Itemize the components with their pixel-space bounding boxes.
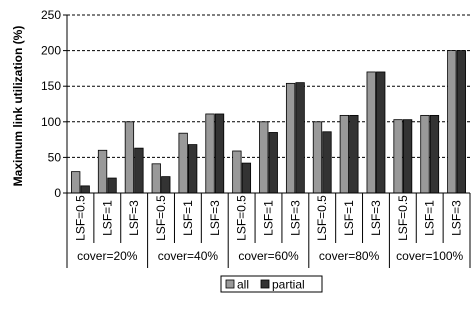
group-labels: cover=20% cover=40% cover=60% cover=80% cove…	[77, 249, 463, 263]
category-label: LSF=3	[127, 200, 141, 236]
bar-partial	[241, 162, 252, 194]
bar-partial	[429, 114, 440, 194]
y-tick-labels: 0 50 100 150 200 250	[41, 8, 67, 200]
bar-partial	[107, 177, 117, 194]
bar-partial	[456, 50, 466, 194]
axes	[66, 15, 471, 268]
category-label: LSF=0.5	[396, 195, 410, 241]
category-label: LSF=3	[288, 200, 302, 236]
category-labels: LSF=0.5 LSF=1 LSF=3 LSF=0.5 LSF=1 LSF=3 LSF=0.…	[73, 195, 463, 241]
y-tick-label: 150	[41, 79, 61, 93]
bar-all	[97, 149, 108, 194]
category-label: LSF=0.5	[154, 195, 168, 241]
bar-all	[232, 150, 242, 194]
bar-partial	[134, 147, 144, 194]
legend-swatch-partial	[260, 279, 270, 289]
y-tick-label: 50	[48, 150, 62, 164]
bar-all	[339, 114, 350, 194]
bars	[71, 50, 466, 194]
category-label: LSF=0.5	[235, 195, 249, 241]
bar-partial	[268, 132, 278, 194]
group-label: cover=60%	[238, 249, 299, 263]
y-tick-label: 0	[54, 186, 61, 200]
legend-box	[220, 275, 323, 293]
y-tick-label: 200	[41, 44, 61, 58]
bar-all	[420, 114, 430, 194]
category-label: LSF=0.5	[73, 195, 87, 241]
category-label: LSF=1	[423, 200, 437, 236]
gridlines	[67, 14, 470, 158]
bar-all	[205, 113, 215, 194]
bar-partial	[376, 71, 386, 194]
bar-partial	[349, 114, 359, 194]
bar-partial	[295, 82, 305, 194]
y-tick-label: 100	[41, 115, 61, 129]
bar-all	[285, 82, 296, 194]
legend-label-all: all	[237, 278, 249, 292]
bar-all	[366, 71, 376, 194]
category-label: LSF=1	[100, 200, 114, 236]
bar-all	[393, 119, 403, 194]
group-label: cover=20%	[77, 249, 138, 263]
bar-all	[124, 121, 135, 194]
legend-swatch-all	[225, 279, 235, 289]
bar-all	[259, 121, 269, 194]
bar-all	[447, 50, 457, 194]
category-label: LSF=0.5	[315, 195, 329, 241]
bar-partial	[402, 119, 413, 194]
y-tick-label: 250	[41, 8, 61, 22]
bar-partial	[80, 185, 90, 194]
group-label: cover=80%	[319, 249, 380, 263]
bar-partial	[187, 144, 198, 194]
group-label: cover=100%	[396, 249, 463, 263]
bar-all	[71, 171, 81, 194]
bar-partial	[161, 176, 171, 194]
group-label: cover=40%	[158, 249, 219, 263]
category-label: LSF=1	[262, 200, 276, 236]
bar-all	[178, 132, 188, 194]
legend: all partial	[220, 275, 323, 293]
category-label: LSF=3	[369, 200, 383, 236]
bar-partial	[214, 113, 225, 194]
legend-label-partial: partial	[272, 278, 305, 292]
category-label: LSF=3	[450, 200, 464, 236]
category-label: LSF=3	[208, 200, 222, 236]
bar-all	[312, 121, 323, 194]
bar-partial	[322, 131, 332, 194]
category-label: LSF=1	[342, 200, 356, 236]
y-axis-label: Maximum link utilization (%)	[11, 26, 25, 187]
bar-all	[151, 163, 161, 194]
category-label: LSF=1	[181, 200, 195, 236]
